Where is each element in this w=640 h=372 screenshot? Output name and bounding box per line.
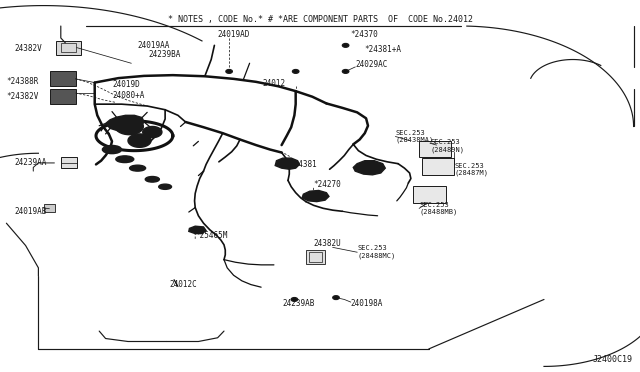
Text: 24080+A: 24080+A <box>112 92 145 100</box>
Polygon shape <box>302 190 329 202</box>
Text: J2400C19: J2400C19 <box>593 355 632 364</box>
Ellipse shape <box>116 156 134 163</box>
Text: *24382V: *24382V <box>6 92 39 101</box>
Circle shape <box>333 296 339 299</box>
Bar <box>306 250 325 264</box>
Text: *25465M: *25465M <box>195 231 228 240</box>
Bar <box>309 252 322 262</box>
FancyBboxPatch shape <box>419 141 451 157</box>
Text: 24019AD: 24019AD <box>218 30 250 39</box>
Text: 24382U: 24382U <box>314 239 341 248</box>
Text: 24382V: 24382V <box>14 44 42 53</box>
Circle shape <box>226 70 232 73</box>
Text: SEC.253
(28488MC): SEC.253 (28488MC) <box>357 246 396 259</box>
FancyBboxPatch shape <box>422 158 454 175</box>
Text: * NOTES , CODE No.* # *ARE COMPONENT PARTS  OF  CODE No.24012: * NOTES , CODE No.* # *ARE COMPONENT PAR… <box>168 15 472 24</box>
Polygon shape <box>106 115 144 131</box>
Text: 24019AA: 24019AA <box>138 41 170 50</box>
Text: 24029AC: 24029AC <box>355 60 388 69</box>
Bar <box>61 157 77 168</box>
Text: 24012C: 24012C <box>170 280 197 289</box>
FancyBboxPatch shape <box>50 89 76 104</box>
Polygon shape <box>189 226 206 234</box>
Text: 240198A: 240198A <box>351 299 383 308</box>
Text: SEC.253
(28438MA): SEC.253 (28438MA) <box>396 130 434 143</box>
Bar <box>44 204 55 212</box>
Text: 24019AB: 24019AB <box>14 207 47 216</box>
Text: 24012: 24012 <box>262 79 285 88</box>
Polygon shape <box>353 161 385 175</box>
Polygon shape <box>143 126 162 138</box>
Text: SEC.253
(28489N): SEC.253 (28489N) <box>430 139 464 153</box>
Polygon shape <box>275 158 300 169</box>
Text: 24239AB: 24239AB <box>283 299 316 308</box>
FancyBboxPatch shape <box>56 41 81 55</box>
Ellipse shape <box>145 177 159 182</box>
Ellipse shape <box>129 165 146 171</box>
Circle shape <box>292 70 299 73</box>
Polygon shape <box>128 134 151 147</box>
Ellipse shape <box>102 145 122 154</box>
Text: *24270: *24270 <box>314 180 341 189</box>
Polygon shape <box>115 118 143 135</box>
Bar <box>61 43 76 52</box>
Ellipse shape <box>159 184 172 189</box>
Text: SEC.253
(28487M): SEC.253 (28487M) <box>454 163 488 176</box>
Circle shape <box>291 298 298 301</box>
Text: SEC.253
(28488MB): SEC.253 (28488MB) <box>419 202 458 215</box>
Text: 24019D: 24019D <box>112 80 140 89</box>
Circle shape <box>342 44 349 47</box>
Circle shape <box>342 70 349 73</box>
Text: *24381: *24381 <box>289 160 317 169</box>
Text: 24239AA: 24239AA <box>14 158 47 167</box>
Text: *24381+A: *24381+A <box>365 45 402 54</box>
Text: *24388R: *24388R <box>6 77 39 86</box>
FancyBboxPatch shape <box>413 186 446 203</box>
Text: 24239BA: 24239BA <box>148 50 181 59</box>
Text: *24370: *24370 <box>351 30 378 39</box>
FancyBboxPatch shape <box>50 71 76 86</box>
